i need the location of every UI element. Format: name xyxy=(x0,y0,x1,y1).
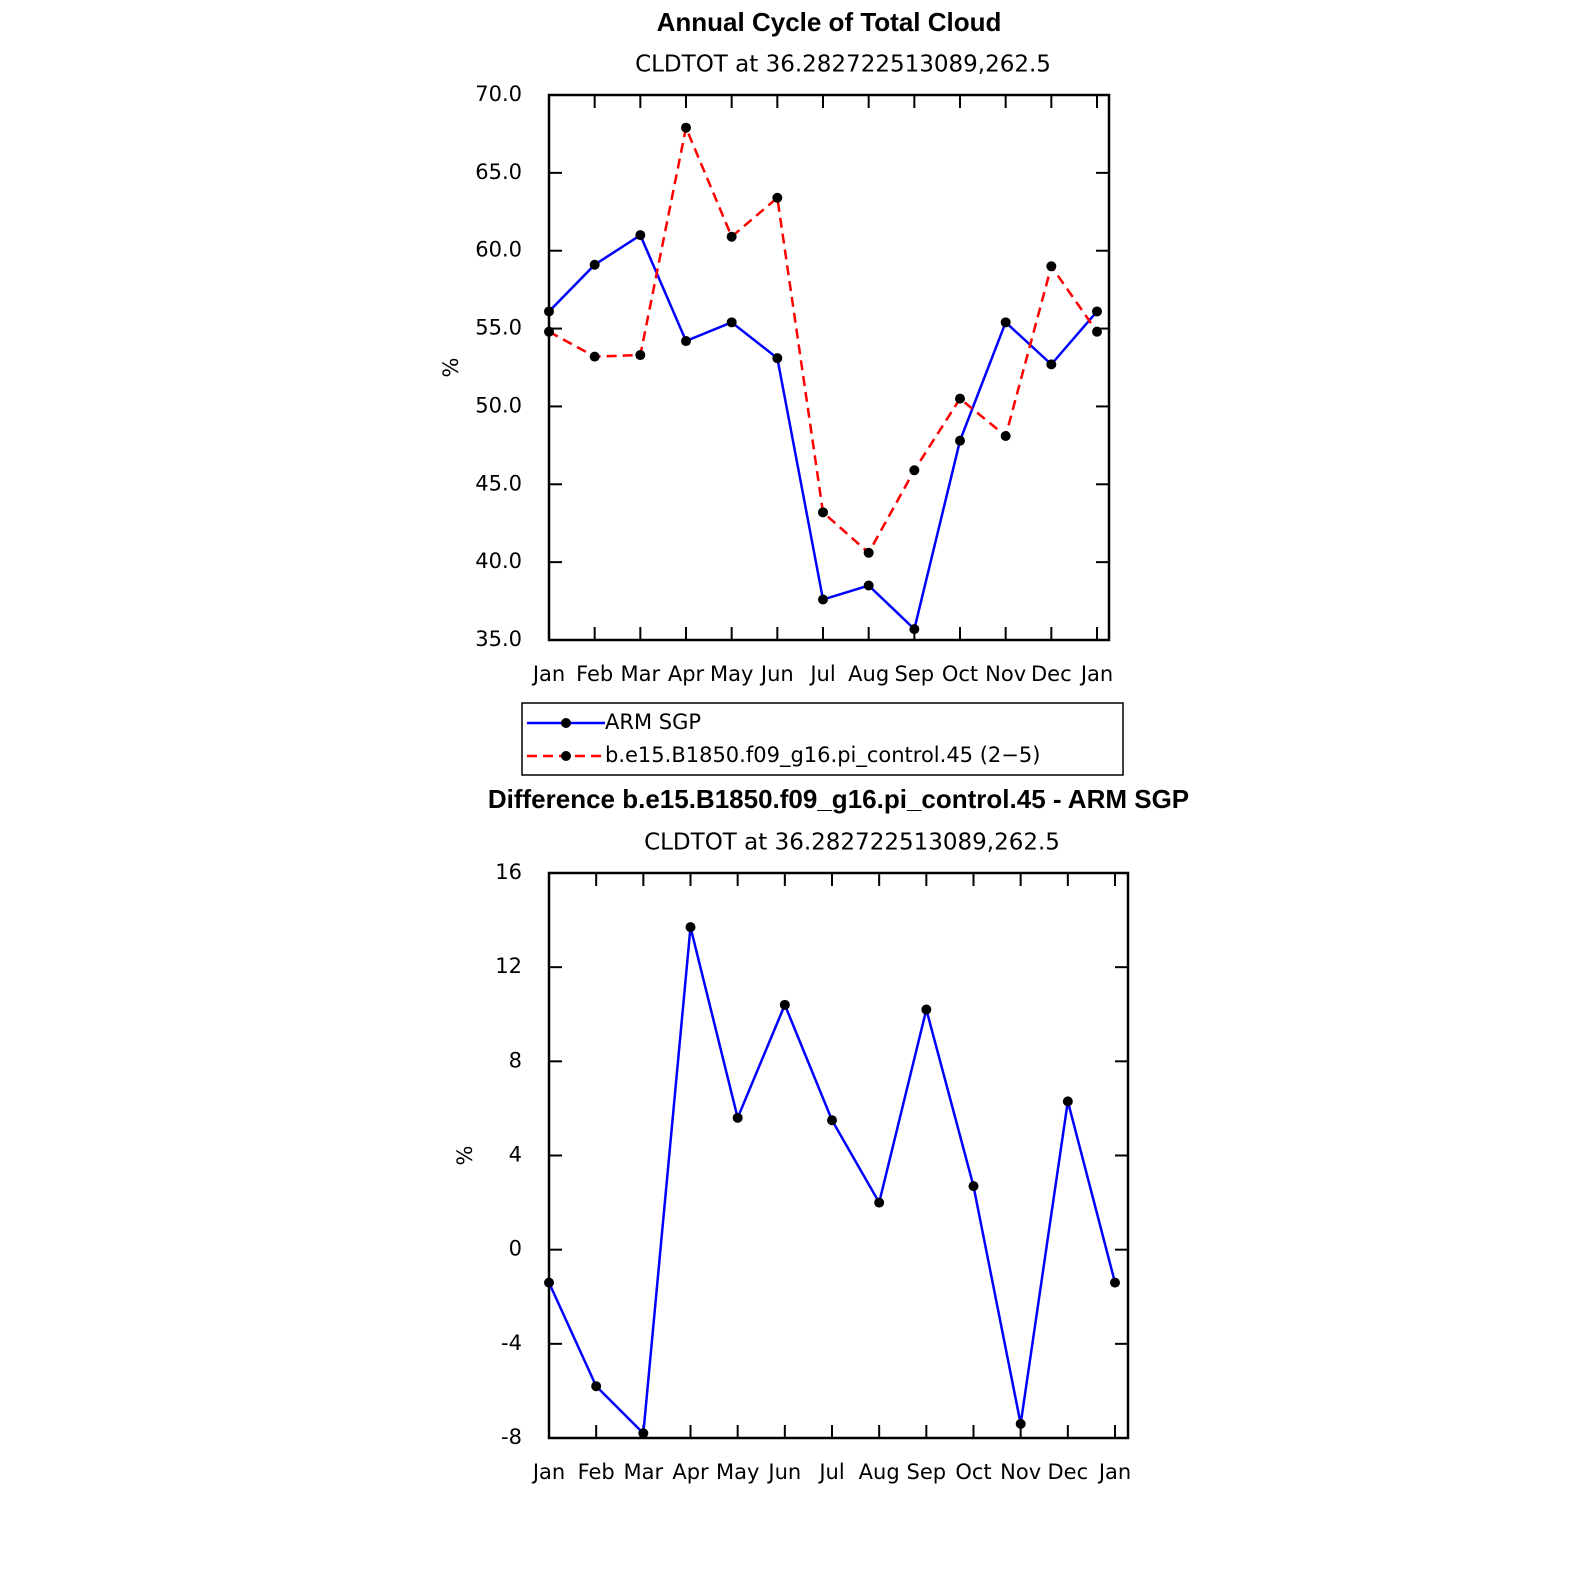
y-tick-label: 60.0 xyxy=(475,238,522,262)
data-point xyxy=(589,351,600,362)
x-tick-label: May xyxy=(716,1460,759,1484)
y-tick-label: 45.0 xyxy=(475,471,522,495)
x-tick-label: Jan xyxy=(531,1460,565,1484)
plot-frame xyxy=(547,93,1111,642)
x-tick-label: Nov xyxy=(1000,1460,1041,1484)
data-point xyxy=(818,594,828,605)
data-point xyxy=(909,624,920,635)
series-line xyxy=(548,123,1099,555)
x-tick-label: Sep xyxy=(907,1460,947,1484)
data-point xyxy=(726,317,737,328)
y-tick-label: 55.0 xyxy=(475,316,522,340)
x-tick-label: Jul xyxy=(817,1460,844,1484)
y-tick-label: -8 xyxy=(501,1425,522,1449)
x-tick-label: Jul xyxy=(808,662,835,686)
x-tick-label: Feb xyxy=(576,662,613,686)
x-tick-label: Sep xyxy=(895,662,935,686)
data-point xyxy=(635,350,646,361)
data-point xyxy=(1046,261,1057,272)
data-point xyxy=(772,192,783,203)
chart-subtitle: CLDTOT at 36.282722513089,262.5 xyxy=(644,830,1060,856)
data-point xyxy=(638,1428,649,1439)
series-line xyxy=(548,233,1098,632)
data-point xyxy=(591,1381,602,1392)
data-point xyxy=(1092,326,1102,337)
data-point xyxy=(863,580,874,591)
y-tick-label: 0 xyxy=(509,1237,522,1261)
x-tick-label: Aug xyxy=(859,1460,900,1484)
y-tick-label: -4 xyxy=(501,1331,522,1355)
x-tick-label: Jun xyxy=(759,662,794,686)
plot-frame xyxy=(547,871,1130,1440)
y-tick-label: 50.0 xyxy=(475,393,522,417)
data-point xyxy=(732,1112,743,1123)
data-point xyxy=(589,259,600,270)
data-point xyxy=(909,465,920,476)
x-tick-label: Feb xyxy=(578,1460,615,1484)
y-tick-label: 70.0 xyxy=(475,82,522,106)
y-tick-label: 35.0 xyxy=(475,627,522,651)
data-point xyxy=(955,393,965,404)
x-tick-label: Jan xyxy=(1097,1460,1131,1484)
x-tick-label: Jan xyxy=(1079,662,1113,686)
x-tick-label: May xyxy=(710,662,753,686)
chart-subtitle: CLDTOT at 36.282722513089,262.5 xyxy=(635,52,1051,78)
x-tick-label: Jun xyxy=(766,1460,801,1484)
x-tick-label: Oct xyxy=(942,662,978,686)
y-tick-label: 12 xyxy=(495,954,522,978)
y-axis-label: % xyxy=(439,358,463,378)
legend-marker xyxy=(561,718,571,728)
x-tick-label: Oct xyxy=(955,1460,991,1484)
data-point xyxy=(1062,1096,1073,1107)
y-tick-label: 16 xyxy=(495,860,522,884)
y-tick-label: 65.0 xyxy=(475,160,522,184)
chart-title: Annual Cycle of Total Cloud xyxy=(657,7,1002,37)
data-point xyxy=(779,999,790,1010)
data-point xyxy=(681,122,691,133)
legend-label: b.e15.B1850.f09_g16.pi_control.45 (2−5) xyxy=(605,743,1040,768)
y-tick-label: 8 xyxy=(509,1048,522,1072)
data-point xyxy=(1015,1418,1026,1429)
data-point xyxy=(1000,431,1011,442)
data-point xyxy=(1110,1277,1120,1288)
y-tick-label: 40.0 xyxy=(475,549,522,573)
x-tick-label: Dec xyxy=(1048,1460,1089,1484)
data-point xyxy=(827,1115,837,1126)
data-point xyxy=(818,507,828,518)
x-tick-label: Jan xyxy=(531,662,565,686)
y-tick-label: 4 xyxy=(509,1143,522,1167)
y-axis-label: % xyxy=(453,1146,477,1166)
data-point xyxy=(1000,317,1011,328)
data-point xyxy=(1046,359,1057,370)
data-point xyxy=(772,353,783,364)
data-point xyxy=(685,922,696,933)
data-point xyxy=(726,231,737,242)
data-point xyxy=(544,326,554,337)
series-line xyxy=(547,926,1117,1437)
x-tick-label: Mar xyxy=(621,662,661,686)
legend-marker xyxy=(561,751,571,761)
x-tick-label: Nov xyxy=(985,662,1026,686)
data-point xyxy=(968,1181,979,1192)
x-tick-label: Apr xyxy=(672,1460,709,1484)
data-point xyxy=(544,306,554,317)
x-tick-label: Dec xyxy=(1031,662,1072,686)
data-point xyxy=(863,547,874,558)
chart-title: Difference b.e15.B1850.f09_g16.pi_contro… xyxy=(488,784,1189,814)
legend-label: ARM SGP xyxy=(605,710,701,734)
x-tick-label: Mar xyxy=(624,1460,664,1484)
data-point xyxy=(955,435,965,446)
data-point xyxy=(544,1277,554,1288)
data-point xyxy=(874,1197,885,1208)
data-point xyxy=(681,336,691,347)
legend-box xyxy=(521,702,1124,776)
x-tick-label: Apr xyxy=(668,662,705,686)
data-point xyxy=(635,230,646,241)
x-tick-label: Aug xyxy=(848,662,889,686)
data-point xyxy=(1092,306,1102,317)
data-point xyxy=(921,1004,932,1015)
